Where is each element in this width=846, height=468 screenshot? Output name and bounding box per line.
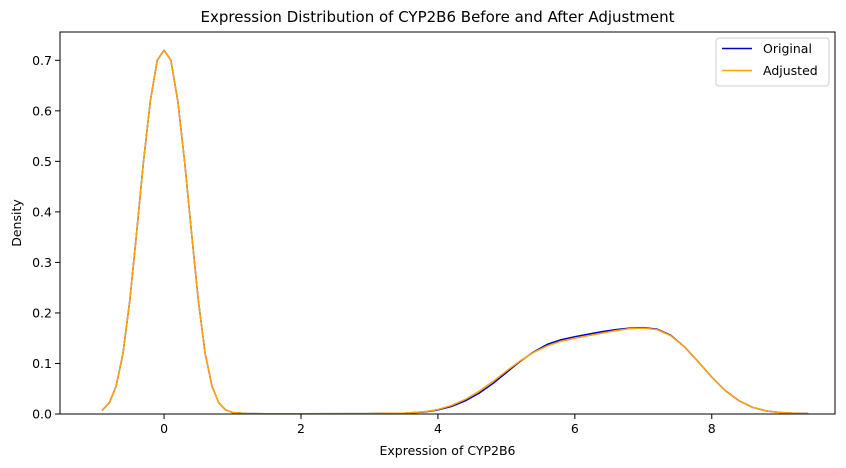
legend-label-adjusted: Adjusted	[763, 63, 818, 78]
chart-title: Expression Distribution of CYP2B6 Before…	[201, 8, 675, 26]
series-line-adjusted	[101, 49, 809, 415]
x-axis-label: Expression of CYP2B6	[379, 443, 515, 458]
x-tick-label: 6	[571, 421, 579, 436]
plot-area: 0 2 4 6 8 0.0 0.1 0.2 0.3 0.4 0.5 0.6 0.7	[32, 49, 809, 436]
x-tick-label: 0	[160, 421, 168, 436]
legend-box	[715, 37, 830, 87]
y-tick-label: 0.4	[32, 204, 52, 219]
y-tick-label: 0.0	[32, 407, 52, 422]
x-tick-label: 4	[434, 421, 442, 436]
y-tick-label: 0.5	[32, 154, 52, 169]
y-tick-label: 0.2	[32, 305, 52, 320]
y-tick-label: 0.3	[32, 255, 52, 270]
y-tick-label: 0.1	[32, 356, 52, 371]
y-axis-label: Density	[9, 199, 24, 247]
plot-frame	[59, 31, 836, 415]
x-tick-label: 8	[708, 421, 716, 436]
y-tick-label: 0.7	[32, 53, 52, 68]
x-tick-label: 2	[297, 421, 305, 436]
legend-label-original: Original	[763, 41, 812, 56]
y-tick-label: 0.6	[32, 103, 52, 118]
legend: Original Adjusted	[715, 37, 830, 87]
